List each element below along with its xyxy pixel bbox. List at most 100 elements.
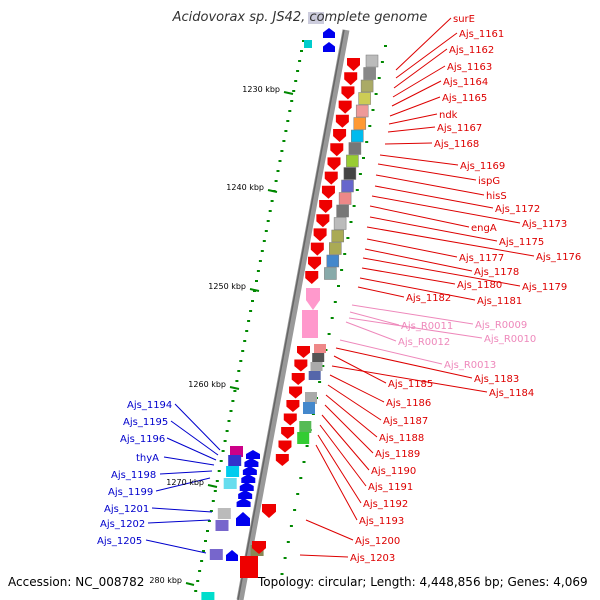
gene-label[interactable]: Ajs_1191 [368, 482, 413, 493]
kbp-tick [229, 386, 240, 390]
gene-label[interactable]: Ajs_1165 [442, 93, 487, 104]
gene-label[interactable]: Ajs_1205 [97, 536, 142, 547]
rna-label[interactable]: Ajs_R0010 [484, 334, 536, 345]
cds-arrow-rev [323, 42, 335, 52]
gene-label[interactable]: Ajs_1193 [359, 516, 404, 527]
gene-label[interactable]: Ajs_1186 [386, 398, 431, 409]
cds-arrow [283, 413, 297, 426]
scale-dot [213, 490, 217, 492]
gene-label[interactable]: Ajs_1187 [383, 416, 428, 427]
gene-box [308, 12, 324, 24]
gene-label[interactable]: Ajs_1173 [522, 219, 567, 230]
inner-dot [362, 157, 365, 159]
leader-line [145, 539, 207, 554]
rna-label[interactable]: Ajs_R0009 [475, 320, 527, 331]
inner-dot [280, 573, 284, 575]
leader-line [348, 317, 483, 339]
inner-dot [305, 445, 309, 447]
gene-box [217, 508, 231, 519]
gene-box [209, 549, 223, 560]
gene-label[interactable]: Ajs_1200 [355, 536, 400, 547]
gene-box [341, 179, 354, 193]
cds-arrow [327, 157, 341, 171]
gene-label[interactable]: Ajs_1185 [388, 379, 433, 390]
gene-label[interactable]: Ajs_1168 [434, 139, 479, 150]
gene-box [355, 104, 369, 118]
gene-label[interactable]: Ajs_1189 [375, 449, 420, 460]
gene-label[interactable]: Ajs_1195 [123, 417, 168, 428]
scale-dot [237, 370, 241, 372]
rna-label[interactable]: Ajs_R0012 [398, 337, 450, 348]
rna-label[interactable]: Ajs_R0013 [444, 360, 496, 371]
rna-label[interactable]: Ajs_R0011 [401, 321, 453, 332]
gene-label[interactable]: Ajs_1167 [437, 123, 482, 134]
gene-label[interactable]: Ajs_1178 [474, 267, 519, 278]
gene-label[interactable]: Ajs_1188 [379, 433, 424, 444]
gene-label[interactable]: Ajs_1182 [406, 293, 451, 304]
scale-dot [243, 340, 247, 342]
gene-label[interactable]: Ajs_1169 [460, 161, 505, 172]
map-title: Acidovorax sp. JS42, complete genome [172, 10, 428, 25]
leader-line [387, 126, 436, 133]
gene-label[interactable]: Ajs_1192 [363, 499, 408, 510]
cds-arrow [319, 200, 333, 213]
gene-label[interactable]: Ajs_1196 [120, 434, 165, 445]
kbp-label: 1260 kbp [188, 380, 226, 389]
inner-dot [283, 557, 287, 559]
gene-label[interactable]: Ajs_1181 [477, 296, 522, 307]
scale-dot [247, 320, 251, 322]
gene-label[interactable]: surE [453, 14, 475, 25]
accession-text: Accession: NC_008782 [8, 575, 145, 589]
rna-block [302, 310, 318, 338]
gene-label[interactable]: Ajs_1190 [371, 466, 416, 477]
leader-line [391, 80, 442, 107]
gene-box [348, 142, 362, 155]
scale-dot [219, 460, 223, 462]
gene-label[interactable]: Ajs_1199 [108, 487, 153, 498]
scale-dot [223, 440, 227, 442]
inner-dot [352, 205, 356, 207]
scale-dot [282, 140, 286, 142]
gene-label[interactable]: Ajs_1183 [474, 374, 519, 385]
gene-label[interactable]: Ajs_1176 [536, 252, 581, 263]
gene-label[interactable]: Ajs_1194 [127, 400, 172, 411]
cds-arrow [330, 143, 344, 157]
gene-label[interactable]: ndk [439, 110, 458, 121]
cds-arrow [338, 100, 352, 114]
gene-label[interactable]: Ajs_1202 [100, 519, 145, 530]
gene-label[interactable]: Ajs_1201 [104, 504, 149, 515]
gene-label[interactable]: Ajs_1184 [489, 388, 534, 399]
rna-arrow [306, 288, 320, 310]
gene-label[interactable]: Ajs_1198 [111, 470, 156, 481]
gene-box [201, 592, 215, 600]
gene-label[interactable]: Ajs_1177 [459, 253, 504, 264]
gene-label[interactable]: Ajs_1203 [350, 553, 395, 564]
gene-box [223, 478, 237, 489]
cds-arrow-rev [241, 474, 256, 483]
gene-label[interactable]: Ajs_1180 [457, 280, 502, 291]
gene-label[interactable]: Ajs_1164 [443, 77, 488, 88]
gene-label[interactable]: Ajs_1163 [447, 62, 492, 73]
kbp-tick [207, 484, 218, 488]
gene-label[interactable]: Ajs_1172 [495, 204, 540, 215]
gene-label[interactable]: Ajs_1175 [499, 237, 544, 248]
gene-label[interactable]: engA [471, 223, 497, 234]
kbp-tick [249, 288, 260, 292]
inner-dot [368, 125, 372, 127]
inner-dot [380, 61, 384, 63]
leader-line [299, 554, 349, 558]
gene-box [310, 362, 323, 371]
inner-dot [289, 525, 293, 527]
gene-label[interactable]: Ajs_1161 [459, 29, 504, 40]
inner-dot [349, 221, 353, 223]
gene-label[interactable]: thyA [136, 453, 159, 464]
genome-backbone [236, 29, 350, 600]
gene-label[interactable]: hisS [486, 191, 507, 202]
gene-label[interactable]: Ajs_1179 [522, 282, 567, 293]
gene-box [363, 67, 376, 80]
gene-label[interactable]: Ajs_1162 [449, 45, 494, 56]
leader-line [369, 216, 498, 242]
gene-label[interactable]: ispG [478, 176, 500, 187]
leader-line [395, 32, 458, 79]
cds-arrow-rev [244, 458, 259, 467]
